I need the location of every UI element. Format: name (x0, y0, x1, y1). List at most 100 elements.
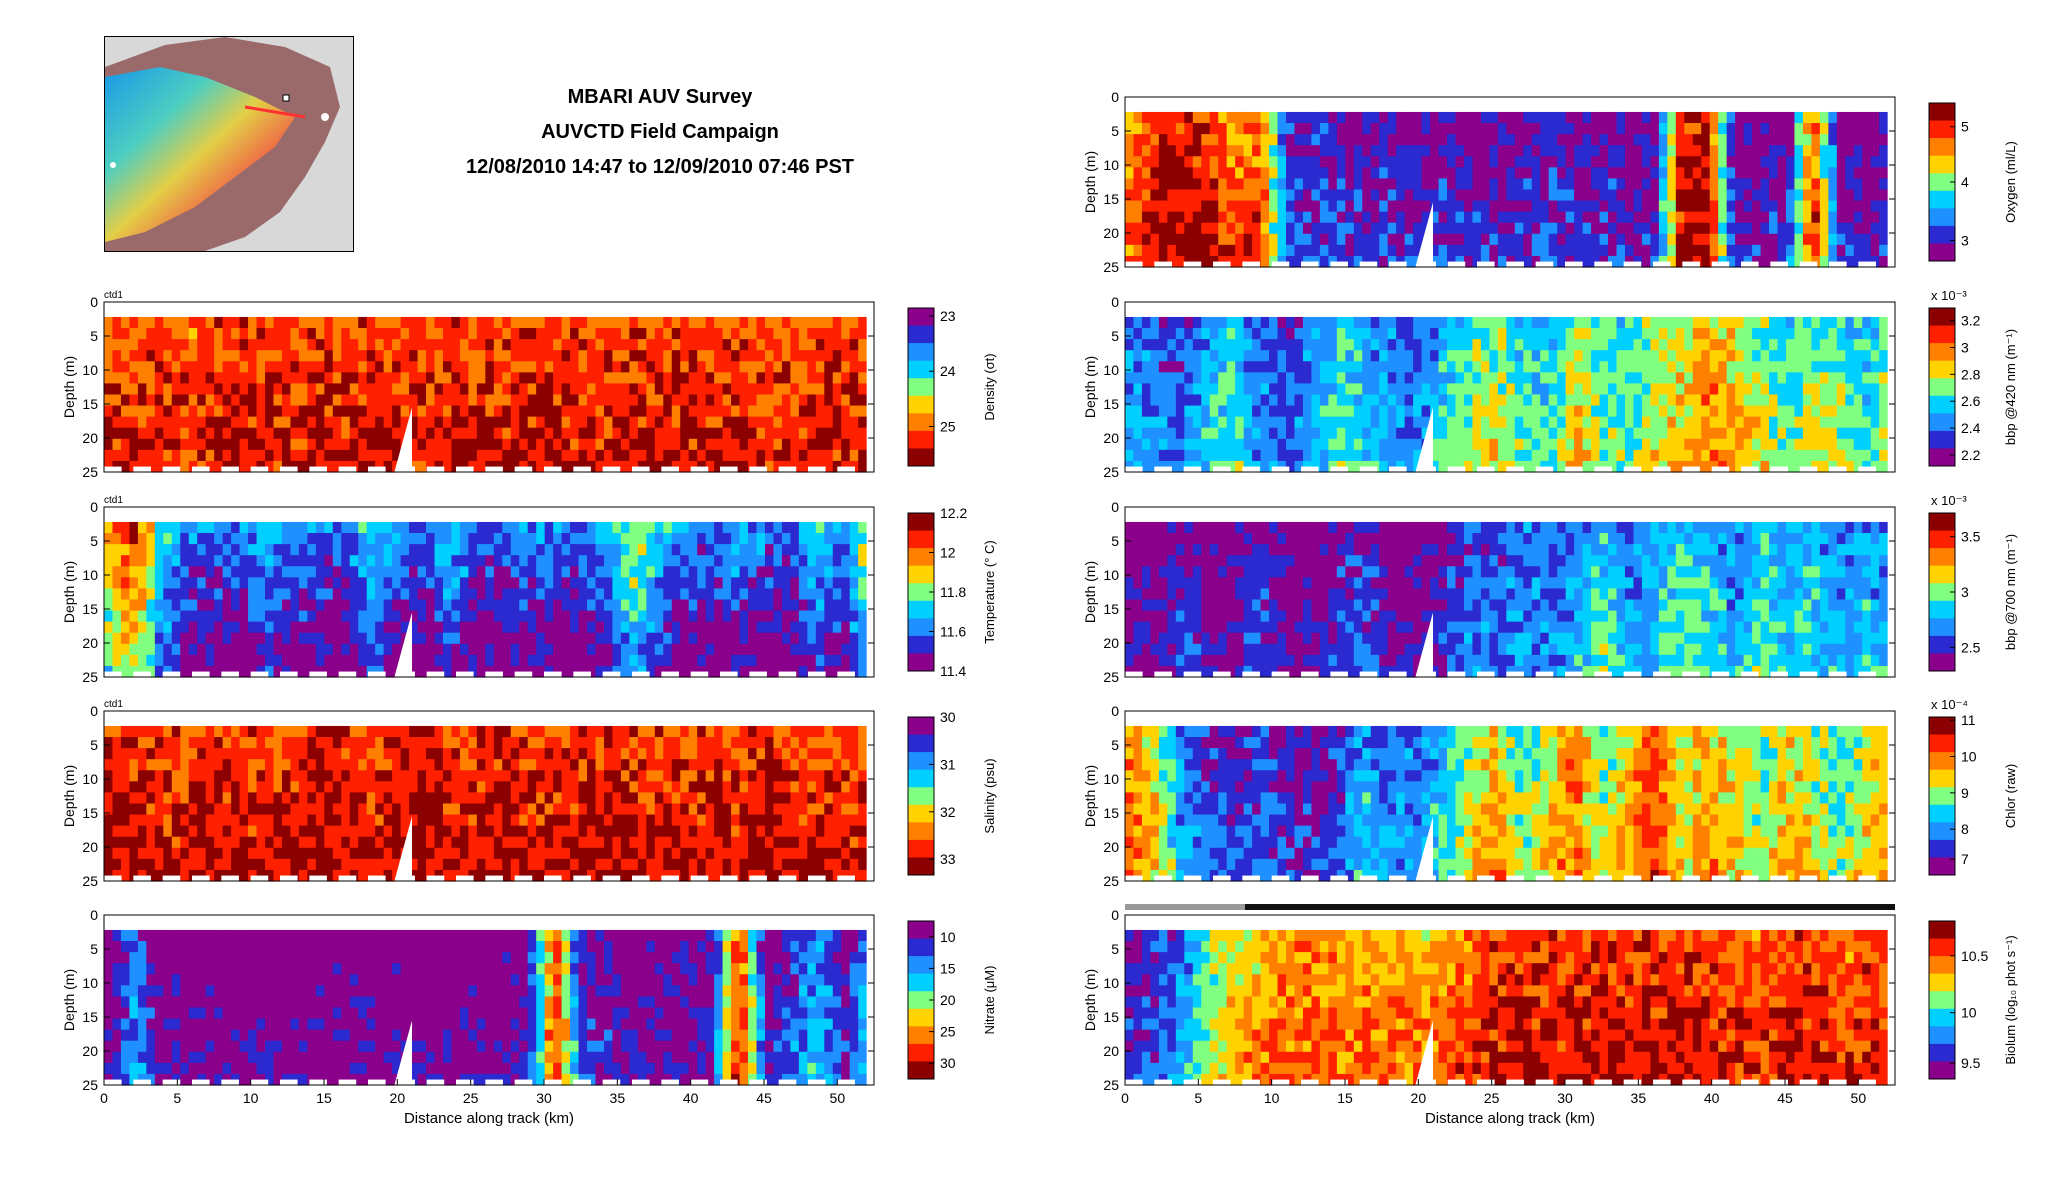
heatmap-cell (358, 803, 368, 816)
heatmap-cell (265, 792, 275, 805)
heatmap-cell (502, 621, 512, 634)
heatmap-cell (358, 577, 368, 589)
heatmap-cell (256, 985, 266, 997)
heatmap-cell (646, 858, 656, 871)
heatmap-cell (663, 1040, 673, 1053)
heatmap-cell (722, 621, 732, 634)
heatmap-cell (476, 737, 486, 749)
heatmap-cell (137, 610, 147, 623)
heatmap-cell (205, 1062, 215, 1075)
heatmap-cell (603, 588, 614, 601)
heatmap-cell (739, 621, 749, 634)
heatmap-cell (637, 316, 647, 329)
heatmap-cell (858, 316, 868, 329)
heatmap-cell (349, 577, 359, 589)
heatmap-cell (120, 350, 131, 362)
heatmap-cell (392, 449, 402, 462)
heatmap-cell (265, 974, 275, 986)
heatmap-cell (332, 665, 342, 678)
heatmap-cell (561, 621, 571, 634)
heatmap-cell (120, 737, 131, 749)
heatmap-cell (519, 533, 529, 545)
heatmap-cell (612, 996, 622, 1009)
heatmap-cell (442, 665, 453, 678)
heatmap-cell (417, 449, 427, 462)
heatmap-cell (815, 328, 825, 340)
heatmap-cell (841, 533, 851, 545)
heatmap-cell (798, 858, 808, 871)
heatmap-cell (281, 952, 292, 964)
heatmap-cell (315, 577, 325, 589)
heatmap-cell (180, 725, 190, 738)
heatmap-cell (739, 588, 749, 601)
heatmap-cell (510, 858, 520, 871)
heatmap-cell (188, 770, 198, 782)
heatmap-cell (442, 770, 453, 782)
heatmap-cell (841, 316, 851, 329)
heatmap-cell (824, 632, 834, 645)
heatmap-cell (231, 1040, 241, 1053)
heatmap-cell (663, 521, 673, 534)
heatmap-cell (214, 383, 224, 396)
heatmap-cell (485, 544, 495, 556)
heatmap-cell (807, 748, 817, 760)
heatmap-cell (476, 929, 486, 942)
heatmap-cell (137, 361, 147, 373)
heatmap-cell (603, 941, 614, 953)
heatmap-cell (553, 803, 563, 816)
heatmap-cell (265, 544, 275, 556)
heatmap-cell (442, 929, 453, 942)
heatmap-cell (637, 566, 647, 578)
heatmap-cell (612, 858, 622, 871)
heatmap-cell (222, 759, 232, 771)
heatmap-cell (341, 416, 351, 429)
heatmap-cell (129, 328, 139, 340)
heatmap-cell (790, 555, 800, 567)
heatmap-cell (680, 869, 690, 882)
heatmap-cell (104, 566, 114, 578)
heatmap-cell (688, 941, 698, 953)
heatmap-cell (392, 372, 402, 384)
heatmap-cell (553, 759, 563, 771)
heatmap-cell (824, 814, 834, 827)
heatmap-cell (578, 533, 588, 545)
heatmap-cell (493, 1029, 503, 1042)
heatmap-cell (561, 847, 571, 860)
heatmap-cell (637, 858, 647, 871)
heatmap-cell (519, 383, 529, 396)
heatmap-cell (459, 449, 469, 462)
heatmap-cell (815, 566, 825, 578)
heatmap-cell (587, 372, 597, 384)
heatmap-cell (146, 621, 156, 634)
heatmap-cell (281, 803, 292, 816)
heatmap-cell (324, 588, 334, 601)
heatmap-cell (171, 339, 181, 351)
heatmap-cell (154, 836, 164, 849)
heatmap-cell (341, 350, 351, 362)
heatmap-cell (519, 929, 529, 942)
heatmap-cell (222, 350, 232, 362)
heatmap-cell (248, 996, 258, 1009)
heatmap-cell (502, 1073, 512, 1086)
heatmap-cell (476, 792, 486, 805)
heatmap-cell (841, 372, 851, 384)
heatmap-cell (451, 621, 461, 634)
heatmap-cell (519, 759, 529, 771)
heatmap-cell (510, 533, 520, 545)
heatmap-cell (832, 427, 842, 440)
heatmap-cell (561, 599, 571, 612)
heatmap-cell (476, 588, 486, 601)
heatmap-cell (137, 566, 147, 578)
heatmap-cell (663, 405, 673, 418)
heatmap-cell (748, 748, 758, 760)
heatmap-cell (112, 1062, 122, 1075)
heatmap-cell (163, 339, 173, 351)
heatmap-cell (400, 770, 410, 782)
heatmap-cell (544, 339, 554, 351)
heatmap-cell (697, 858, 707, 871)
heatmap-cell (485, 449, 495, 462)
heatmap-cell (637, 748, 647, 760)
heatmap-cell (197, 339, 207, 351)
heatmap-cell (485, 328, 495, 340)
